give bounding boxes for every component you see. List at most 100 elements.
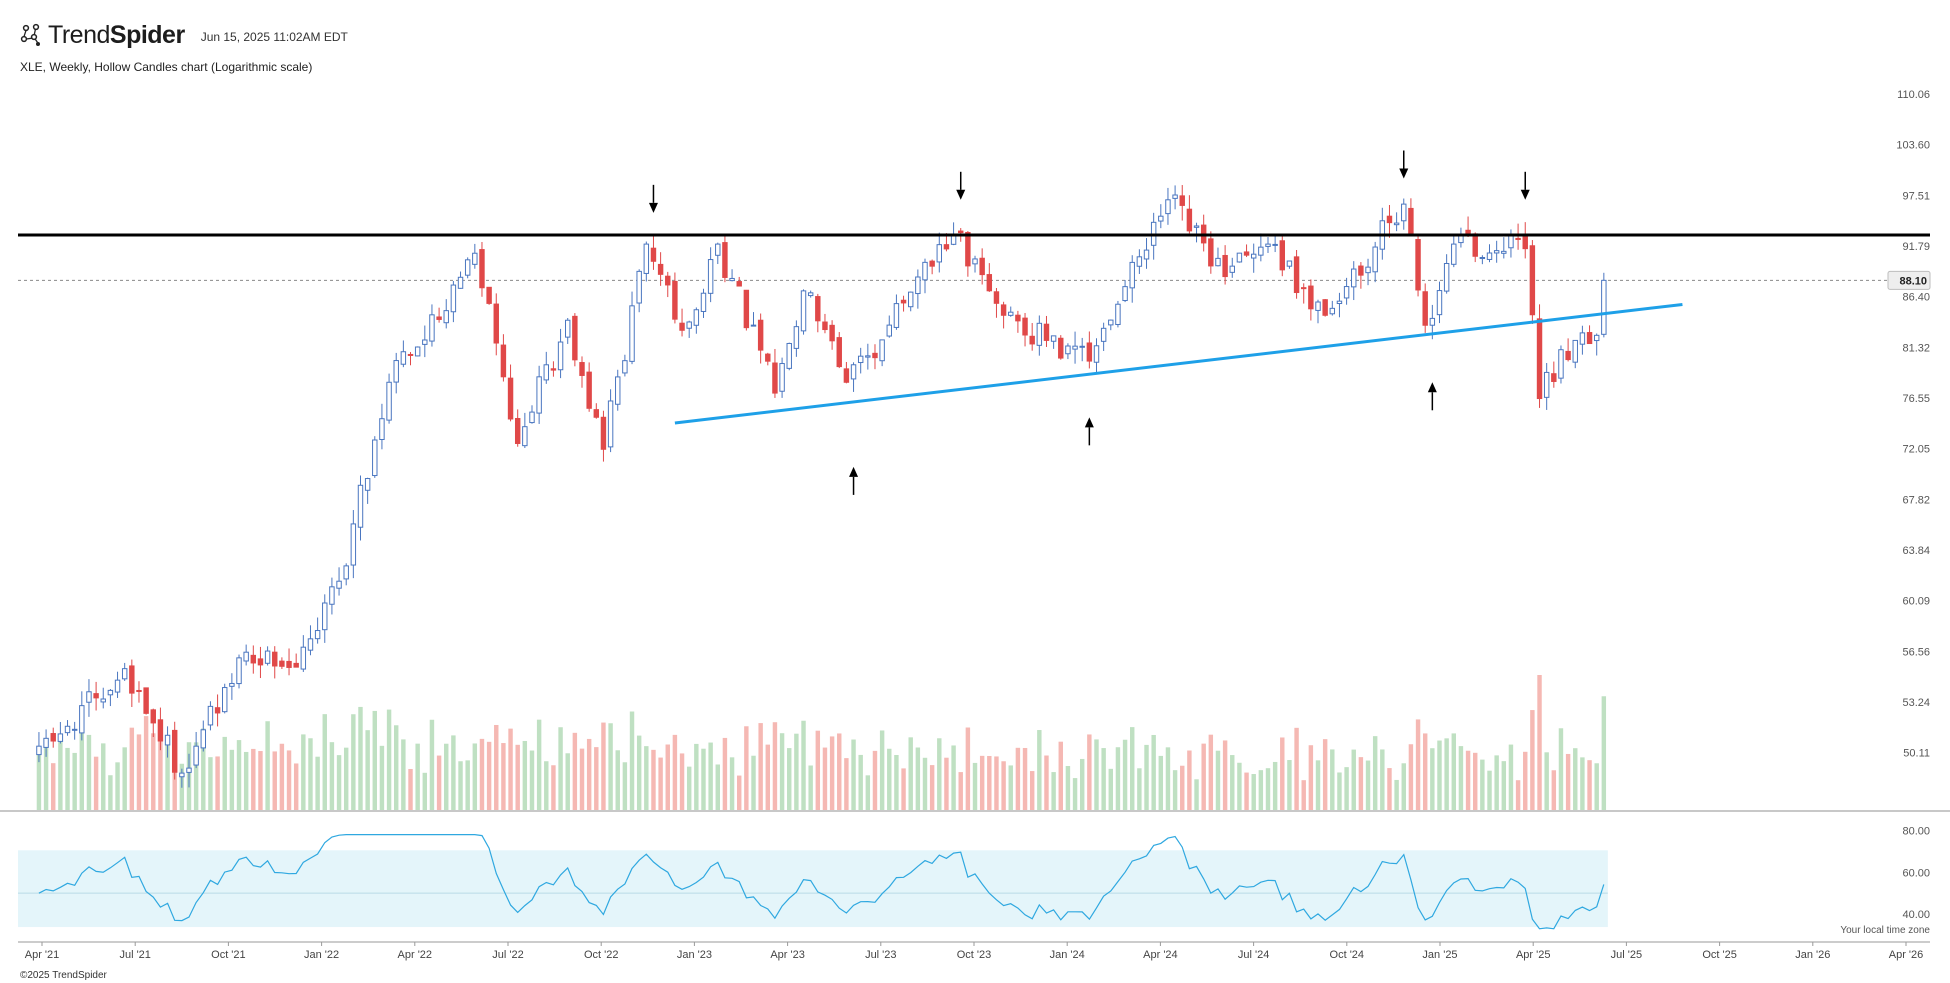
- candle[interactable]: [486, 286, 492, 305]
- candle[interactable]: [157, 707, 164, 751]
- candle[interactable]: [1079, 337, 1085, 362]
- candle[interactable]: [1143, 238, 1150, 269]
- candle[interactable]: [979, 248, 985, 285]
- candle[interactable]: [514, 409, 521, 447]
- candle[interactable]: [715, 242, 721, 265]
- candle[interactable]: [607, 389, 614, 453]
- candle[interactable]: [557, 328, 564, 379]
- candle[interactable]: [1136, 249, 1143, 274]
- candle[interactable]: [100, 687, 106, 709]
- candle[interactable]: [1586, 325, 1593, 345]
- candle[interactable]: [222, 683, 228, 714]
- candle[interactable]: [464, 257, 471, 279]
- candle[interactable]: [1351, 261, 1357, 301]
- candle[interactable]: [572, 313, 578, 367]
- candle[interactable]: [1050, 335, 1057, 349]
- candle[interactable]: [1336, 292, 1343, 318]
- arrow-up-icon[interactable]: [849, 466, 859, 495]
- candle[interactable]: [1401, 198, 1407, 230]
- candle[interactable]: [479, 241, 485, 297]
- candle[interactable]: [164, 726, 171, 758]
- candle[interactable]: [1472, 232, 1478, 263]
- candle[interactable]: [200, 720, 207, 752]
- candle[interactable]: [843, 361, 850, 384]
- candle[interactable]: [643, 241, 650, 282]
- candle[interactable]: [179, 768, 185, 788]
- candle[interactable]: [865, 343, 871, 370]
- candle[interactable]: [1165, 187, 1171, 225]
- candle[interactable]: [1529, 240, 1536, 324]
- candle[interactable]: [472, 243, 478, 269]
- trendspider-logo[interactable]: TrendSpider: [18, 21, 185, 50]
- candle[interactable]: [1486, 244, 1493, 263]
- candle[interactable]: [836, 332, 842, 369]
- candle[interactable]: [1601, 272, 1607, 338]
- candle[interactable]: [1593, 333, 1600, 356]
- candle[interactable]: [86, 679, 92, 717]
- candle[interactable]: [750, 312, 757, 327]
- candle[interactable]: [150, 708, 156, 738]
- candle[interactable]: [1565, 338, 1571, 362]
- candle[interactable]: [672, 272, 678, 324]
- candle[interactable]: [1222, 245, 1228, 285]
- candle[interactable]: [286, 648, 292, 676]
- candle[interactable]: [1029, 323, 1035, 351]
- candle[interactable]: [350, 510, 357, 579]
- candle[interactable]: [900, 295, 907, 312]
- candle[interactable]: [800, 289, 807, 335]
- candle[interactable]: [1208, 231, 1214, 274]
- candle[interactable]: [1301, 283, 1307, 304]
- candle[interactable]: [1250, 243, 1257, 273]
- candle[interactable]: [250, 645, 257, 674]
- arrow-down-icon[interactable]: [956, 171, 966, 200]
- candle[interactable]: [1451, 234, 1457, 268]
- candle[interactable]: [729, 269, 735, 282]
- candle[interactable]: [765, 352, 771, 366]
- candle[interactable]: [407, 352, 414, 366]
- candle[interactable]: [1322, 299, 1328, 317]
- candle[interactable]: [822, 313, 828, 334]
- candle[interactable]: [686, 320, 692, 338]
- candle[interactable]: [829, 320, 835, 350]
- candle[interactable]: [1115, 300, 1121, 328]
- candle[interactable]: [915, 269, 921, 309]
- candle[interactable]: [272, 646, 278, 679]
- candle[interactable]: [1122, 280, 1128, 303]
- candle[interactable]: [1343, 277, 1350, 305]
- candle[interactable]: [543, 351, 549, 384]
- candle[interactable]: [1436, 281, 1443, 324]
- candle[interactable]: [43, 729, 49, 757]
- candle[interactable]: [171, 721, 178, 780]
- candle[interactable]: [986, 263, 993, 292]
- candle[interactable]: [1358, 262, 1364, 289]
- candle[interactable]: [993, 287, 1000, 318]
- candle[interactable]: [236, 654, 242, 689]
- arrow-down-icon[interactable]: [648, 184, 658, 213]
- trendlines[interactable]: [18, 150, 1930, 495]
- candle[interactable]: [965, 231, 971, 277]
- candle[interactable]: [1186, 195, 1193, 234]
- candle[interactable]: [379, 403, 385, 450]
- candlesticks[interactable]: [36, 185, 1607, 788]
- candle[interactable]: [743, 289, 750, 331]
- candle[interactable]: [1158, 204, 1164, 229]
- candle[interactable]: [922, 258, 928, 294]
- candle[interactable]: [779, 357, 785, 398]
- candle[interactable]: [636, 269, 642, 313]
- candle[interactable]: [857, 347, 864, 374]
- candle[interactable]: [64, 720, 71, 736]
- candle[interactable]: [186, 753, 192, 788]
- candle[interactable]: [107, 689, 114, 707]
- candle[interactable]: [1551, 361, 1557, 388]
- candle[interactable]: [336, 567, 342, 596]
- candle[interactable]: [1522, 222, 1528, 259]
- candle[interactable]: [307, 625, 314, 656]
- candle[interactable]: [422, 325, 428, 358]
- candle[interactable]: [529, 405, 535, 424]
- candle[interactable]: [757, 313, 764, 364]
- arrow-up-icon[interactable]: [1427, 382, 1437, 411]
- candle[interactable]: [886, 315, 892, 338]
- candle[interactable]: [1479, 255, 1486, 265]
- candle[interactable]: [629, 291, 635, 365]
